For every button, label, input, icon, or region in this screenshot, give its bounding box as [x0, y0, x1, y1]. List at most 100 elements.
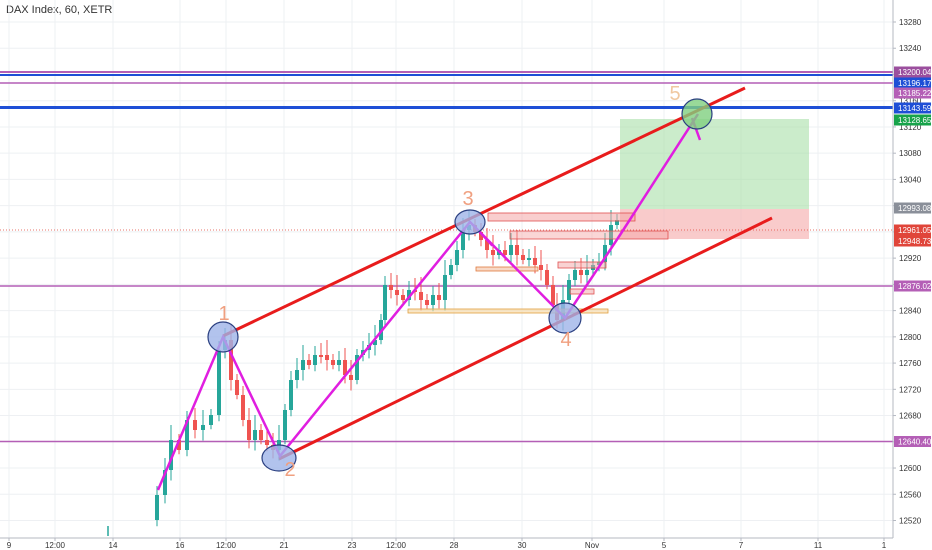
candle-body — [509, 245, 513, 255]
price-badge-label: 12993.08 — [898, 204, 932, 213]
x-tick-label: 12:00 — [45, 541, 66, 550]
candle-body — [343, 360, 347, 375]
small-box — [557, 261, 607, 269]
wave-label: 1 — [218, 303, 229, 325]
y-tick-label: 13120 — [899, 123, 922, 132]
y-tick-label: 13040 — [899, 175, 922, 184]
candle-body — [185, 420, 189, 450]
price-badge — [894, 280, 931, 292]
x-tick-label: 5 — [662, 541, 667, 550]
candle-body — [567, 280, 571, 300]
y-tick-label: 12800 — [899, 333, 922, 342]
candle-body — [603, 245, 607, 262]
wave-label: 4 — [560, 329, 571, 351]
y-tick-label: 13080 — [899, 149, 922, 158]
price-badge — [894, 87, 931, 99]
candle-body — [319, 355, 323, 357]
wave-marker-circle — [207, 321, 239, 353]
candle-body — [503, 250, 507, 255]
y-tick-label: 12720 — [899, 385, 922, 394]
candle-body — [325, 355, 329, 360]
price-badge-label: 13196.17 — [898, 79, 932, 88]
resistance-box — [487, 212, 636, 222]
x-tick-label: 1 — [882, 541, 887, 550]
y-tick-label: 13240 — [899, 44, 922, 53]
x-tick-label: 16 — [176, 541, 185, 550]
candle-body — [253, 430, 257, 440]
candles — [107, 210, 619, 536]
candle-body — [579, 270, 583, 275]
wave-markers: 1 2 3 4 5 — [207, 83, 713, 481]
candle-body — [295, 370, 299, 380]
candle-body — [307, 360, 311, 365]
support-box — [407, 308, 609, 314]
y-tick-label: 12840 — [899, 307, 922, 316]
channel — [222, 86, 773, 461]
grid — [0, 0, 893, 538]
candle-body — [455, 250, 459, 265]
candle-body — [313, 355, 317, 365]
candle-body — [551, 285, 555, 305]
price-badge — [894, 224, 931, 236]
candle-body — [389, 285, 393, 290]
candle-body — [485, 240, 489, 250]
candle-body — [585, 270, 589, 275]
candle-body — [515, 245, 519, 255]
price-badge-label: 12640.40 — [898, 438, 932, 447]
candle-body — [615, 220, 619, 225]
price-badge-label: 12948.73 — [898, 237, 932, 246]
candle-body — [431, 295, 435, 305]
x-tick-label: 11 — [814, 541, 823, 550]
candle-body — [155, 495, 159, 520]
candle-body — [401, 295, 405, 300]
price-badge-label: 13200.04 — [898, 68, 932, 77]
candle-body — [229, 340, 233, 380]
y-tick-label: 13280 — [899, 18, 922, 27]
price-badge — [894, 235, 931, 247]
horizontal-lines — [0, 71, 893, 443]
wave-marker-circle — [454, 209, 486, 235]
zones — [620, 119, 809, 239]
x-tick-label: Nov — [585, 541, 599, 550]
wave-label: 5 — [669, 83, 680, 105]
price-badge — [894, 77, 931, 89]
boxes — [407, 212, 669, 314]
candle-body — [527, 258, 531, 260]
x-tick-label: 9 — [7, 541, 12, 550]
x-tick-label: 30 — [518, 541, 527, 550]
candle-body — [349, 375, 353, 380]
price-badge-label: 12876.02 — [898, 282, 932, 291]
candle-body — [491, 250, 495, 255]
candle-body — [235, 380, 239, 395]
x-tick-label: 12:00 — [386, 541, 407, 550]
resistance-box — [509, 230, 669, 240]
channel-lower — [278, 216, 773, 461]
candle-body — [533, 258, 537, 265]
candle-body — [573, 270, 577, 280]
price-badge — [894, 202, 931, 214]
candle-body — [449, 265, 453, 275]
price-badge — [894, 102, 931, 114]
candle-body — [209, 415, 213, 425]
price-badge — [894, 436, 931, 447]
candle-body — [395, 290, 399, 295]
candle-body — [479, 232, 483, 240]
wave-label: 3 — [462, 188, 473, 210]
candle-body — [437, 295, 441, 300]
x-tick-label: 28 — [450, 541, 459, 550]
candle-body — [331, 360, 335, 365]
x-tick-label: 21 — [280, 541, 289, 550]
x-tick-label: 12:00 — [216, 541, 237, 550]
price-badge — [894, 66, 931, 78]
stop-zone — [620, 209, 809, 239]
price-badge-label: 12961.05 — [898, 226, 932, 235]
candle-body — [265, 440, 269, 445]
candle-body — [301, 360, 305, 370]
price-badge-label: 13143.59 — [898, 104, 932, 113]
y-tick-label: 12560 — [899, 490, 922, 499]
candle-body — [169, 440, 173, 470]
candle-body — [217, 350, 221, 415]
candle-body — [241, 395, 245, 420]
